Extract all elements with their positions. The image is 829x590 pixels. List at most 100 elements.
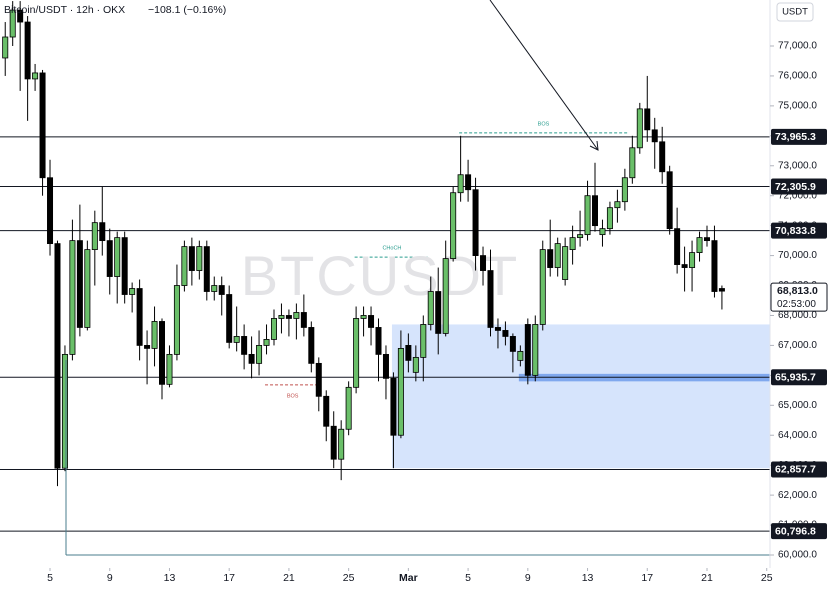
candle-body [629, 147, 636, 179]
symbol-title: Bitcoin/USDT · 12h · OKX [4, 4, 125, 16]
level-tag [771, 222, 827, 239]
last-price-tag [770, 282, 828, 312]
x-tick-label: 21 [701, 572, 713, 584]
candle-body [569, 237, 576, 250]
currency-label[interactable]: USDT [782, 7, 808, 18]
candle-body [188, 246, 195, 271]
y-tick-label: 68,000.0 [778, 310, 817, 321]
x-tick-label: 9 [107, 572, 113, 584]
candle-body [674, 228, 681, 265]
candle-body [718, 288, 725, 292]
y-tick-label: 70,000.0 [778, 250, 817, 261]
x-tick-label: 17 [641, 572, 653, 584]
candle-body [442, 258, 449, 334]
candle-body [285, 315, 292, 319]
candle-body [524, 324, 531, 376]
candle-body [420, 324, 427, 358]
candle-body [681, 264, 688, 268]
candle-body [532, 324, 539, 376]
candle-body [480, 255, 487, 271]
candle-body [636, 108, 643, 149]
x-tick-label: 5 [47, 572, 53, 584]
candle-body [666, 171, 673, 230]
candle-body [644, 108, 651, 131]
candle-body [9, 9, 16, 38]
x-tick-label: 25 [343, 572, 355, 584]
candle-body [136, 288, 143, 346]
candle-body [375, 327, 382, 355]
x-tick-label: 5 [465, 572, 471, 584]
candle-body [465, 174, 472, 191]
candle-body [517, 350, 524, 361]
x-tick-label: 13 [582, 572, 594, 584]
candle-body [211, 285, 218, 292]
candle-body [24, 21, 31, 80]
candle-body [450, 192, 457, 259]
currency-box[interactable] [776, 2, 814, 22]
candle-body [330, 425, 337, 460]
candle-body [405, 345, 412, 361]
candle-body [360, 315, 367, 319]
candle-body [129, 288, 136, 295]
candle-body [390, 377, 397, 436]
candle-body [338, 428, 345, 460]
level-tag-label: 72,305.9 [775, 181, 816, 193]
candle-body [547, 249, 554, 268]
candle-body [144, 345, 151, 349]
candle-body [599, 228, 606, 236]
candle-body [300, 312, 307, 328]
candle-body [263, 339, 270, 346]
candle-body [61, 353, 68, 469]
candle-body [457, 174, 464, 194]
candle-body [494, 327, 501, 331]
y-tick-label: 64,000.0 [778, 430, 817, 441]
candle-body [659, 141, 666, 173]
y-tick-label: 76,000.0 [778, 71, 817, 82]
candle-body [435, 291, 442, 334]
level-tag-label: 65,935.7 [775, 372, 816, 384]
x-tick-label: 21 [283, 572, 295, 584]
candle-body [121, 237, 128, 295]
level-tag [771, 523, 827, 540]
candle-body [248, 353, 255, 364]
candle-body [241, 336, 248, 355]
y-tick-label: 67,000.0 [778, 340, 817, 351]
x-tick-label: 13 [164, 572, 176, 584]
candle-body [91, 222, 98, 250]
candle-body [196, 246, 203, 271]
candle-body [584, 195, 591, 236]
level-tag [771, 178, 827, 195]
y-tick-label: 62,000.0 [778, 490, 817, 501]
level-tag-label: 73,965.3 [775, 131, 816, 143]
candle-body [226, 294, 233, 343]
candle-body [159, 321, 166, 385]
y-tick-label: 65,000.0 [778, 400, 817, 411]
candle-body [502, 330, 509, 337]
candle-body [539, 249, 546, 325]
candle-body [397, 348, 404, 436]
candle-body [315, 362, 322, 397]
candle-body [554, 243, 561, 268]
candle-body [218, 285, 225, 295]
arrow-line [489, 0, 599, 151]
candle-body [181, 246, 188, 286]
candle-body [577, 234, 584, 239]
x-tick-label: 17 [223, 572, 235, 584]
candle-body [293, 312, 300, 319]
candle-body [606, 207, 613, 230]
candle-body [54, 243, 61, 469]
candle-body [39, 72, 46, 179]
candle-body [99, 222, 106, 242]
structure-label: BOS [287, 393, 299, 399]
structure-label: CHoCH [382, 246, 401, 252]
candle-body [711, 240, 718, 292]
candle-body [651, 129, 658, 143]
candle-body [487, 270, 494, 328]
candle-body [233, 336, 240, 343]
candle-body [689, 252, 696, 268]
structure-label: BOS [538, 121, 550, 127]
candle-body [173, 285, 180, 355]
candle-body [2, 36, 9, 59]
